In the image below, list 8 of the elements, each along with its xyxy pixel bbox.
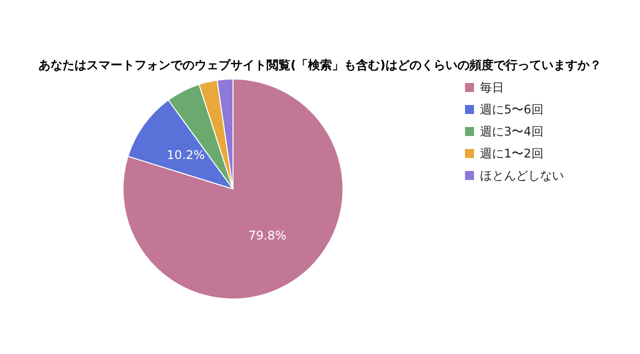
legend-label: 毎日 [480,80,504,94]
legend-label: 週に1〜2回 [480,146,544,160]
legend-label: 週に3〜4回 [480,124,544,138]
data-label: 79.8% [248,228,286,243]
legend-label: 週に5〜6回 [480,102,544,116]
chart-title: あなたはスマートフォンでのウェブサイト閲覧(「検索」も含む)はどのくらいの頻度で行っていますか？ [38,58,602,72]
legend-label: ほとんどしない [480,168,564,182]
data-label: 10.2% [166,148,205,162]
